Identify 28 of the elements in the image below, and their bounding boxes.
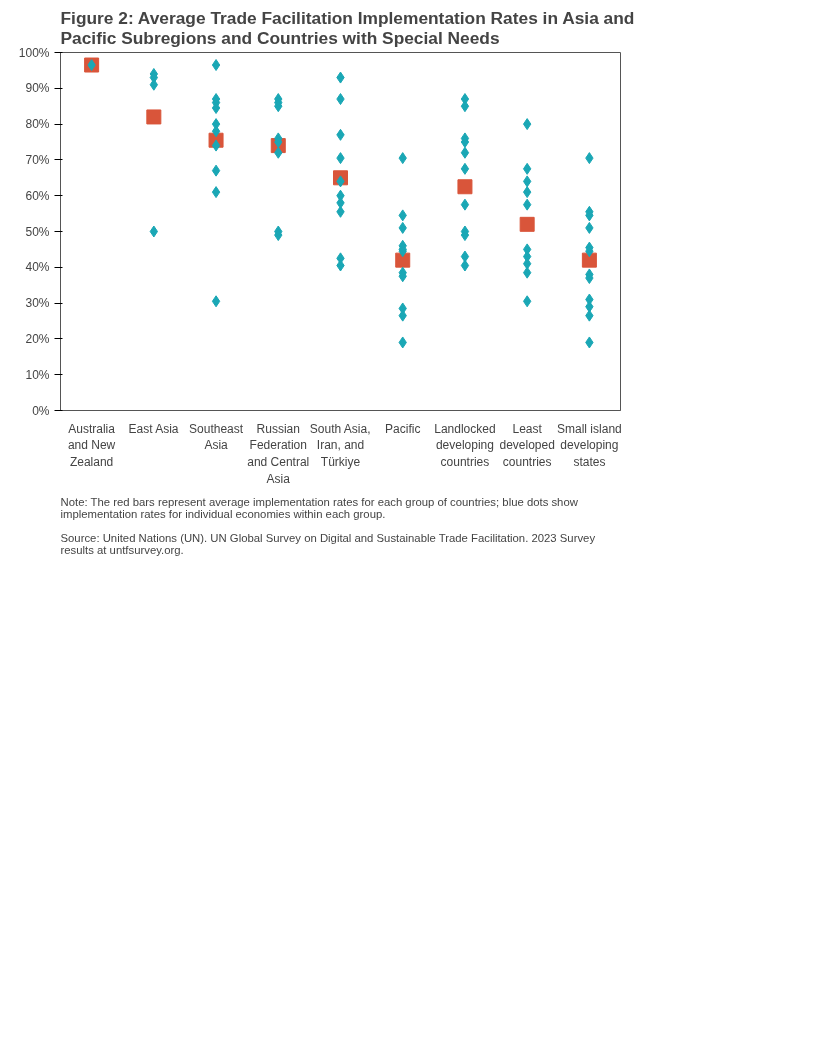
y-tick-label: 100% xyxy=(18,45,50,60)
x-tick-label: Least developed countries xyxy=(499,421,555,470)
chart-title: Figure 2: Average Trade Facilitation Implementation Rates in Asia and Pacific Subregions and Countries with Special Needs xyxy=(60,7,635,48)
point xyxy=(519,216,535,232)
x-tick-label: Landlocked developing countries xyxy=(434,421,496,470)
x-tick-label: East Asia xyxy=(128,421,179,436)
y-tick-label: 60% xyxy=(25,188,50,203)
x-tick-label: Southeast Asia xyxy=(189,421,244,453)
source-note: Source: United Nations (UN). UN Global Survey on Digital and Sustainable Trade Facilitation. 2023 Survey results at untfsurvey.org. xyxy=(60,531,596,556)
x-tick-label: Russian Federation and Central Asia xyxy=(247,421,310,486)
text: Note: The red bars represent average implementation rates for each group of countries; blue dots show implementation rates for individual economies within each group. xyxy=(60,495,579,520)
y-tick-label: 40% xyxy=(25,260,50,275)
y-tick-label: 20% xyxy=(25,331,50,346)
y-tick-label: 70% xyxy=(25,152,50,167)
x-tick-label: Pacific xyxy=(385,421,421,436)
y-tick-label: 30% xyxy=(25,296,50,311)
x-tick-label: Australia and New Zealand xyxy=(67,421,116,470)
point xyxy=(395,252,411,268)
y-tick-label: 0% xyxy=(32,403,50,418)
x-tick-label: Small island developing states xyxy=(557,421,622,470)
point xyxy=(457,179,473,195)
y-tick-label: 50% xyxy=(25,224,50,239)
point xyxy=(581,252,597,268)
y-tick-label: 80% xyxy=(25,117,50,132)
point xyxy=(146,109,162,125)
y-tick-label: 10% xyxy=(25,367,50,382)
y-tick-label: 90% xyxy=(25,81,50,96)
x-tick-label: South Asia, Iran, and Türkiye xyxy=(309,421,371,470)
